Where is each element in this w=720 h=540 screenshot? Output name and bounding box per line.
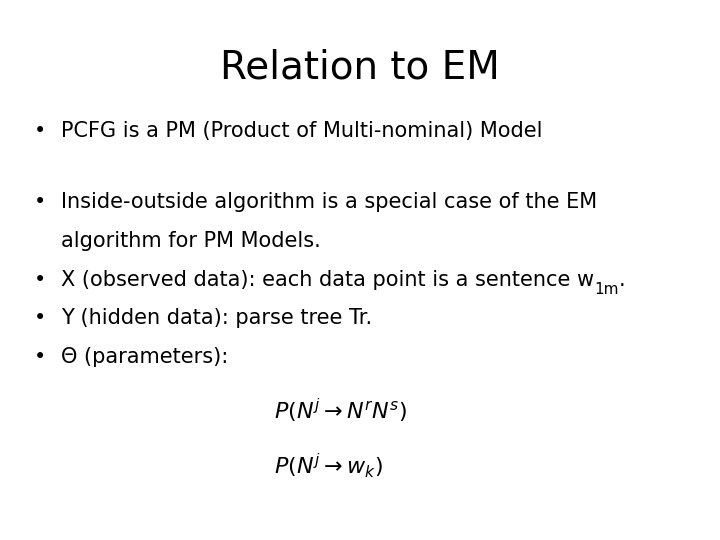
Text: Y (hidden data): parse tree Tr.: Y (hidden data): parse tree Tr. [61,308,372,328]
Text: 1m: 1m [594,282,618,297]
Text: Inside-outside algorithm is a special case of the EM: Inside-outside algorithm is a special ca… [61,192,598,212]
Text: $P(N^{j} \rightarrow N^{r}N^{s})$: $P(N^{j} \rightarrow N^{r}N^{s})$ [274,397,407,425]
Text: Θ (parameters):: Θ (parameters): [61,347,228,367]
Text: Relation to EM: Relation to EM [220,49,500,86]
Text: •: • [33,192,46,212]
Text: PCFG is a PM (Product of Multi-nominal) Model: PCFG is a PM (Product of Multi-nominal) … [61,122,543,141]
Text: .: . [618,270,626,290]
Text: •: • [33,347,46,367]
Text: •: • [33,308,46,328]
Text: X (observed data): each data point is a sentence w: X (observed data): each data point is a … [61,270,594,290]
Text: •: • [33,270,46,290]
Text: $P(N^{j} \rightarrow w_{k})$: $P(N^{j} \rightarrow w_{k})$ [274,451,382,480]
Text: •: • [33,122,46,141]
Text: algorithm for PM Models.: algorithm for PM Models. [61,231,321,251]
